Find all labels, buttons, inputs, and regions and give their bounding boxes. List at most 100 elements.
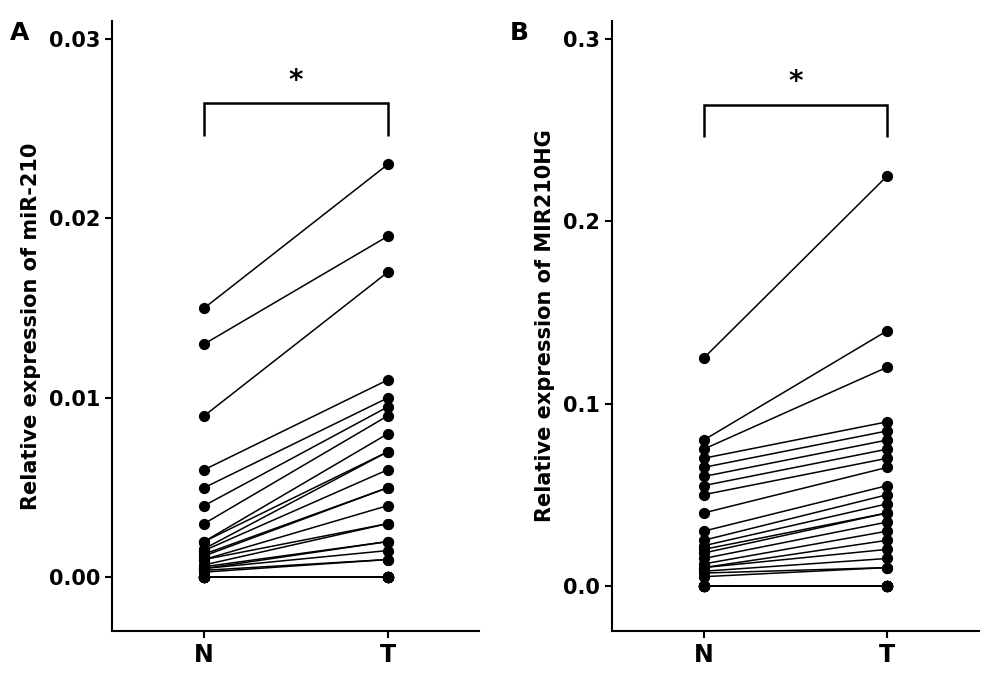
Point	[696, 471, 712, 482]
Point	[196, 545, 212, 556]
Point	[879, 507, 895, 518]
Point	[196, 572, 212, 583]
Point	[196, 572, 212, 583]
Point	[196, 572, 212, 583]
Point	[380, 572, 396, 583]
Point	[696, 566, 712, 577]
Point	[879, 580, 895, 591]
Point	[696, 562, 712, 573]
Point	[380, 572, 396, 583]
Point	[196, 572, 212, 583]
Point	[696, 580, 712, 591]
Point	[879, 580, 895, 591]
Point	[879, 580, 895, 591]
Point	[879, 480, 895, 491]
Point	[380, 401, 396, 412]
Point	[879, 553, 895, 564]
Point	[196, 518, 212, 529]
Point	[696, 580, 712, 591]
Point	[196, 550, 212, 561]
Point	[879, 535, 895, 546]
Point	[696, 489, 712, 500]
Point	[380, 392, 396, 403]
Point	[696, 444, 712, 455]
Point	[879, 425, 895, 436]
Point	[879, 580, 895, 591]
Point	[380, 482, 396, 493]
Point	[879, 580, 895, 591]
Point	[380, 374, 396, 385]
Point	[196, 548, 212, 559]
Point	[696, 580, 712, 591]
Point	[879, 453, 895, 464]
Point	[879, 562, 895, 573]
Point	[380, 572, 396, 583]
Point	[879, 580, 895, 591]
Point	[879, 517, 895, 528]
Point	[380, 518, 396, 529]
Point	[196, 554, 212, 565]
Point	[696, 571, 712, 582]
Point	[380, 447, 396, 458]
Point	[380, 447, 396, 458]
Point	[879, 580, 895, 591]
Point	[196, 572, 212, 583]
Point	[196, 563, 212, 574]
Point	[879, 580, 895, 591]
Point	[380, 572, 396, 583]
Point	[196, 544, 212, 555]
Point	[380, 464, 396, 475]
Point	[879, 489, 895, 500]
Point	[196, 567, 212, 578]
Point	[196, 554, 212, 565]
Text: A: A	[10, 21, 29, 45]
Point	[196, 572, 212, 583]
Point	[879, 562, 895, 573]
Point	[696, 580, 712, 591]
Point	[380, 572, 396, 583]
Point	[879, 507, 895, 518]
Point	[879, 325, 895, 336]
Point	[380, 572, 396, 583]
Point	[879, 416, 895, 427]
Point	[380, 572, 396, 583]
Point	[696, 568, 712, 579]
Point	[196, 572, 212, 583]
Point	[696, 453, 712, 464]
Point	[380, 572, 396, 583]
Point	[196, 536, 212, 547]
Point	[196, 303, 212, 314]
Point	[380, 536, 396, 547]
Point	[380, 267, 396, 278]
Point	[696, 580, 712, 591]
Point	[879, 526, 895, 537]
Point	[380, 554, 396, 565]
Point	[696, 562, 712, 573]
Y-axis label: Relative expression of miR-210: Relative expression of miR-210	[21, 142, 41, 510]
Point	[196, 536, 212, 547]
Point	[696, 480, 712, 491]
Point	[696, 553, 712, 564]
Point	[696, 580, 712, 591]
Point	[196, 572, 212, 583]
Point	[380, 572, 396, 583]
Point	[696, 580, 712, 591]
Text: *: *	[788, 69, 803, 96]
Point	[879, 580, 895, 591]
Point	[380, 572, 396, 583]
Point	[879, 580, 895, 591]
Point	[879, 544, 895, 555]
Point	[879, 170, 895, 181]
Point	[380, 482, 396, 493]
Point	[196, 572, 212, 583]
Point	[696, 540, 712, 551]
Point	[696, 580, 712, 591]
Point	[696, 548, 712, 559]
Point	[879, 444, 895, 455]
Point	[696, 544, 712, 555]
Point	[696, 580, 712, 591]
Point	[879, 362, 895, 373]
Point	[196, 500, 212, 511]
Point	[879, 498, 895, 509]
Point	[696, 435, 712, 446]
